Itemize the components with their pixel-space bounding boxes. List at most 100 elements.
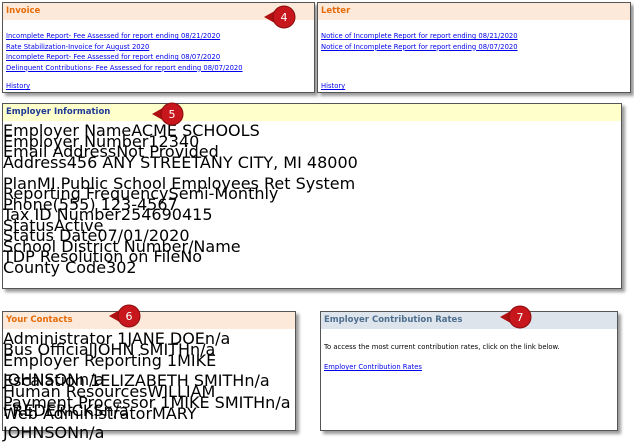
employer-info-panel: Employer Information Employer NameACME S… <box>2 103 622 289</box>
panel-header: Your Contacts <box>3 312 295 329</box>
contact-phone: n/a <box>103 401 129 420</box>
panel-header: Invoice <box>3 3 314 20</box>
info-row: PlanMI Public School Employees Ret Syste… <box>3 174 621 193</box>
badge-shape: 7 <box>500 305 532 329</box>
history-link[interactable]: History <box>321 82 346 90</box>
contact-role: Employer Reporting 1 <box>3 351 178 370</box>
row-label: Employer Name <box>3 121 132 140</box>
callout-badge: 5 <box>150 101 188 127</box>
row-label: Plan <box>3 173 38 193</box>
row-label: Phone <box>3 194 53 214</box>
contact-name: MIKE JOHNSON <box>3 351 217 389</box>
contact-phone: n/a <box>244 371 270 390</box>
row-value: 456 ANY STREET <box>66 152 200 172</box>
row-label: Address <box>3 152 67 172</box>
row-value: ACME SCHOOLS <box>131 121 260 140</box>
info-row: County Code302 <box>3 258 621 277</box>
contact-name: MIKE SMITH <box>170 393 266 412</box>
row-value: 254690415 <box>120 205 213 224</box>
contact-name: JOHN SMITH <box>93 340 190 359</box>
contact-name: ELIZABETH SMITH <box>100 371 245 390</box>
callout-badge: 4 <box>262 4 300 30</box>
badge-shape: 6 <box>109 304 141 328</box>
info-row: Reporting FrequencySemi-Monthly <box>3 184 621 203</box>
history-link[interactable]: History <box>6 82 31 90</box>
row-label: Reporting Frequency <box>3 184 169 203</box>
contacts-table: Administrator 1JANE DOEn/a Bus OfficialJO… <box>3 329 295 442</box>
contact-role: Web Administrator <box>3 404 153 423</box>
description: To access the most current contribution … <box>324 343 560 351</box>
doc-link[interactable]: Notice of Incomplete Report for report e… <box>321 32 518 40</box>
badge-shape: 5 <box>152 102 184 126</box>
row-value: Active <box>53 215 104 235</box>
row-label: Status Date <box>3 226 98 245</box>
info-row: Email AddressNot Provided <box>3 142 621 161</box>
panel-header: Letter <box>318 3 630 20</box>
contribution-panel: Employer Contribution Rates To access th… <box>320 311 618 431</box>
invoice-panel: Invoice Incomplete Report- Fee Assessed … <box>2 2 315 93</box>
panel-header: Employer Information <box>3 104 621 121</box>
contact-row: Payment Processor 1MIKE SMITHn/a <box>3 393 295 412</box>
row-value: Not Provided <box>116 142 219 161</box>
row-value: MI Public School Employees Ret System <box>37 173 356 193</box>
info-row: Employer NameACME SCHOOLS <box>3 121 621 140</box>
contact-row: Human ResourcesWILLIAM FREDERICKSn/a <box>3 382 295 420</box>
row-label: County Code <box>3 257 107 277</box>
doc-link[interactable]: Incomplete Report- Fee Assessed for repo… <box>6 32 221 40</box>
contact-name: WILLIAM FREDERICKS <box>3 382 216 420</box>
contact-phone: n/a <box>204 329 231 348</box>
badge-number: 5 <box>169 108 176 121</box>
info-row: School District Number/Name <box>3 237 621 256</box>
contacts-panel: Your Contacts Administrator 1JANE DOEn/a… <box>2 311 296 442</box>
contact-row: Employer Reporting 1MIKE JOHNSONn/a <box>3 351 295 389</box>
contact-row: Escalation 1ELIZABETH SMITHn/a <box>3 371 295 390</box>
row-value: 07/01/2020 <box>97 226 190 245</box>
info-row: Employer Number12340 <box>3 132 621 151</box>
row-value: 12340 <box>148 131 200 151</box>
contact-role: Payment Processor 1 <box>3 393 171 412</box>
doc-link[interactable]: Incomplete Report- Fee Assessed for repo… <box>6 53 221 61</box>
contact-phone: n/a <box>265 393 291 412</box>
row-label: Tax ID Number <box>3 205 121 224</box>
callout-badge: 6 <box>107 303 145 329</box>
row-label: School District Number/Name <box>3 236 241 256</box>
doc-link[interactable]: Notice of Incomplete Report for report e… <box>321 42 518 51</box>
row-value: No <box>180 247 203 266</box>
contact-phone: n/a <box>79 370 105 389</box>
contact-phone: n/a <box>79 423 105 442</box>
contact-row: Bus OfficialJOHN SMITHn/a <box>3 340 295 359</box>
info-row: Status Date07/01/2020 <box>3 226 621 245</box>
contact-row: Administrator 1JANE DOEn/a <box>3 329 295 348</box>
row-label: TDP Resolution on File <box>3 247 181 266</box>
row-label: Email Address <box>3 142 117 161</box>
badge-shape: 4 <box>264 5 296 29</box>
letter-panel: Letter Notice of Incomplete Report for r… <box>317 2 631 93</box>
doc-link[interactable]: Rate Stabilization-Invoice for August 20… <box>6 42 150 51</box>
rates-link[interactable]: Employer Contribution Rates <box>324 363 422 371</box>
info-row: StatusActive <box>3 216 621 235</box>
contact-role: Human Resources <box>3 382 148 401</box>
row-value: 302 <box>106 257 137 277</box>
badge-number: 7 <box>517 311 524 324</box>
contact-role: Bus Official <box>3 340 94 359</box>
row-value: (555) 123-4567 <box>52 194 178 214</box>
info-row: TDP Resolution on FileNo <box>3 247 621 266</box>
row-label: Status <box>3 215 54 235</box>
info-row: Tax ID Number254690415 <box>3 205 621 224</box>
info-row: Address456 ANY STREETANY CITY, MI 48000 <box>3 153 621 174</box>
panel-header: Employer Contribution Rates <box>321 312 617 329</box>
contact-phone: n/a <box>189 340 216 359</box>
row-label: Employer Number <box>3 131 149 151</box>
callout-badge: 7 <box>498 304 536 330</box>
row-value: Semi-Monthly <box>168 184 279 203</box>
doc-link[interactable]: Delinquent Contributions- Fee Assessed f… <box>6 63 243 72</box>
badge-number: 4 <box>281 11 288 24</box>
info-row: Phone(555) 123-4567 <box>3 195 621 214</box>
contact-role: Administrator 1 <box>3 329 128 348</box>
info-table: Employer NameACME SCHOOLS Employer Number… <box>3 121 621 277</box>
badge-number: 6 <box>126 310 133 323</box>
contact-name: JANE DOE <box>127 329 205 348</box>
row-value: ANY CITY, MI 48000 <box>199 152 358 172</box>
contact-role: Escalation 1 <box>3 371 101 390</box>
